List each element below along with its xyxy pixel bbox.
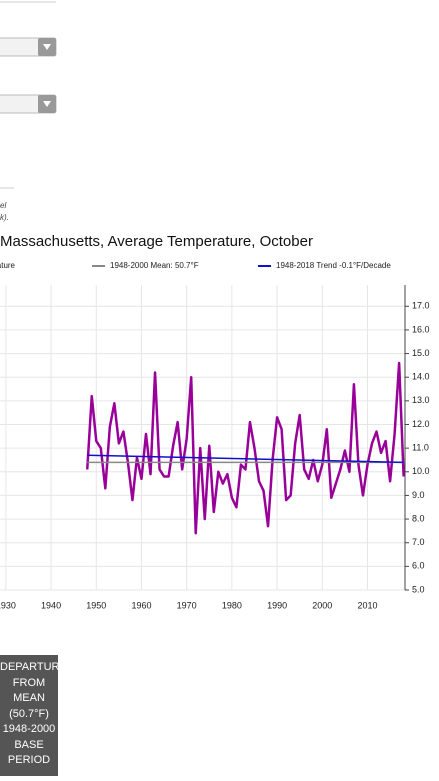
y-tick-label: 12.0 — [412, 419, 430, 429]
y-tick-label: 16.0 — [412, 324, 430, 334]
chart-title: Massachusetts, Average Temperature, Octo… — [0, 233, 313, 250]
data-line — [85, 361, 405, 535]
button-text: PERIOD — [7, 754, 51, 766]
y-tick-label: 9.0 — [412, 490, 425, 500]
x-tick-label: 2010 — [357, 600, 377, 610]
note: k). — [0, 213, 9, 222]
x-tick-label: 2000 — [312, 600, 332, 610]
y-tick-label: 6.0 — [412, 561, 425, 571]
y-tick-label: 11.0 — [412, 443, 429, 453]
button-text: 1948-2000 — [2, 723, 56, 735]
y-tick-label: 15.0 — [412, 348, 430, 358]
x-tick-label: 1990 — [267, 600, 287, 610]
legend-label: Average Temperature — [0, 261, 16, 270]
dropdown[interactable] — [0, 37, 57, 57]
x-tick-label: 1950 — [86, 600, 106, 610]
y-tick-label: 7.0 — [412, 537, 425, 547]
dropdown[interactable] — [0, 94, 57, 114]
departure-button[interactable]: DEPARTURE FROM MEAN (50.7°F) 1948-2000 BASE PE… — [0, 655, 67, 776]
data-line — [87, 454, 404, 464]
x-tick-label: 1930 — [0, 600, 16, 610]
button-text: MEAN — [13, 692, 45, 704]
note: el — [0, 201, 6, 210]
x-tick-label: 1970 — [177, 600, 197, 610]
y-tick-label: 13.0 — [412, 395, 430, 405]
y-tick-label: 8.0 — [412, 513, 425, 523]
x-tick-label: 1940 — [41, 600, 61, 610]
button-text: DEPARTURE — [0, 661, 67, 673]
y-tick-label: 17.0 — [412, 301, 430, 311]
y-tick-label: 5.0 — [412, 584, 425, 594]
y-tick-label: 14.0 — [412, 372, 430, 382]
button-text: (50.7°F) — [9, 707, 49, 720]
button-text: FROM — [12, 676, 46, 689]
plot: 5.0 6.0 7.0 8.0 9.0 10.0 11.0 12.0 13.0 14.0 15.0 1… — [0, 261, 430, 610]
y-tick-label: 10.0 — [412, 466, 430, 476]
x-tick-label: 1960 — [131, 600, 151, 610]
legend-label: 1948-2018 Trend -0.1°F/Decade — [276, 261, 391, 270]
legend-label: 1948-2000 Mean: 50.7°F — [110, 261, 199, 270]
x-tick-label: 1980 — [222, 600, 242, 610]
button-text: BASE — [14, 738, 44, 751]
